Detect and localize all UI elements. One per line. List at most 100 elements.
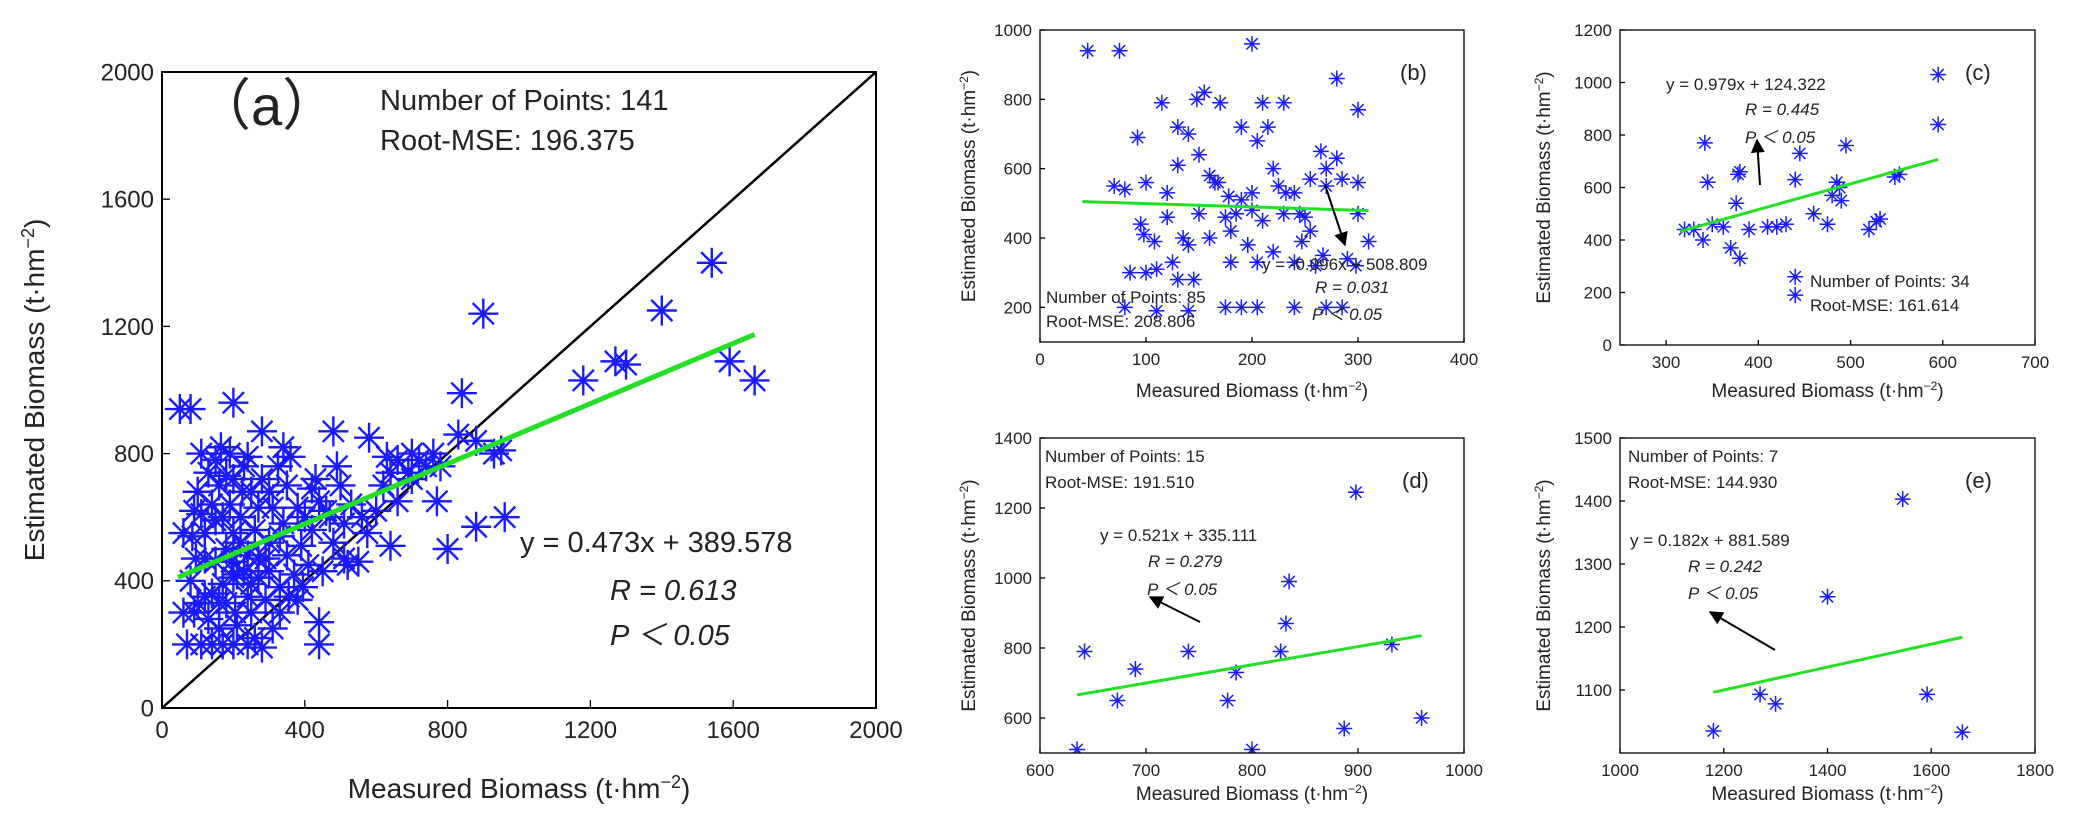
star-stroke <box>1267 245 1280 259</box>
y-tick-label: 200 <box>1584 283 1612 302</box>
data-point <box>1233 119 1250 136</box>
star-stroke <box>386 489 410 513</box>
star-stroke <box>1129 662 1142 676</box>
data-point <box>246 416 277 447</box>
star-stroke <box>1161 211 1174 224</box>
star-stroke <box>307 610 331 634</box>
data-point <box>714 346 745 377</box>
star-stroke <box>1341 252 1354 265</box>
data-point <box>1787 171 1804 188</box>
data-point <box>186 438 217 469</box>
star-stroke <box>1241 238 1254 252</box>
y-tick-label: 1500 <box>1574 429 1612 448</box>
star-stroke <box>1931 68 1945 81</box>
data-point <box>204 588 235 619</box>
data-point <box>1413 710 1430 726</box>
r-value: R = 0.445 <box>1745 100 1820 119</box>
data-point <box>739 365 770 396</box>
star-stroke <box>184 547 208 570</box>
star-stroke <box>1956 726 1969 739</box>
stats-line: Number of Points: 141 <box>380 85 669 117</box>
star-stroke <box>1753 688 1767 701</box>
y-tick-label: 800 <box>1004 90 1032 109</box>
data-point <box>218 518 249 549</box>
star-stroke <box>1330 72 1343 85</box>
data-point <box>1138 174 1154 191</box>
x-tick-label: 400 <box>1744 353 1772 372</box>
data-point <box>1334 299 1351 316</box>
data-point <box>1741 221 1758 238</box>
x-tick-label: 1000 <box>1445 761 1483 780</box>
y-tick-label: 1000 <box>994 569 1032 588</box>
data-point <box>1270 178 1287 194</box>
star-stroke <box>1320 301 1333 314</box>
star-stroke <box>1730 197 1743 210</box>
y-tick-label: 1200 <box>1574 21 1612 40</box>
star-stroke <box>1166 256 1179 269</box>
panel-e: 1000 1200 1400 1600 1800 1100 1200 1300 1400 1500… <box>1574 429 2054 780</box>
star-stroke <box>1789 288 1802 302</box>
data-point <box>1191 146 1207 163</box>
star-stroke <box>1203 231 1216 245</box>
star-stroke <box>239 572 263 596</box>
panel-b: 0 100 200 300 400 200 400 600 800 1000 (b) Number o… <box>994 21 1478 369</box>
data-point <box>1705 722 1722 739</box>
stats-line: Root-MSE: 196.375 <box>380 125 635 157</box>
data-point <box>257 492 288 523</box>
data-point <box>1722 239 1739 256</box>
data-point <box>1180 126 1197 142</box>
star-stroke <box>1277 96 1290 109</box>
star-stroke <box>304 467 327 491</box>
data-point <box>1787 287 1804 304</box>
star-stroke <box>1251 256 1264 269</box>
star-stroke <box>186 480 210 504</box>
y-tick-label: 400 <box>1004 229 1032 248</box>
y-axis-label: Estimated Biomass (t·hm−2) <box>18 219 50 562</box>
y-axis-label: Estimated Biomass (t·hm−2) <box>1532 71 1555 303</box>
data-point <box>1833 192 1850 209</box>
star-stroke <box>614 353 638 377</box>
data-point <box>1281 573 1298 590</box>
star-stroke <box>1118 183 1131 196</box>
data-point <box>1222 223 1239 240</box>
data-point <box>1201 230 1218 246</box>
data-point <box>1244 35 1260 52</box>
data-point <box>1297 209 1313 226</box>
star-stroke <box>1724 241 1737 255</box>
star-stroke <box>1351 103 1365 116</box>
y-tick-label: 800 <box>1004 639 1032 658</box>
y-tick-label: 1600 <box>101 187 154 214</box>
y-tick-label: 600 <box>1584 178 1612 197</box>
star-stroke <box>1267 162 1280 175</box>
x-axis-label: Measured Biomass (t·hm−2) <box>1711 782 1943 805</box>
star-stroke <box>421 442 445 466</box>
star-stroke <box>221 391 245 415</box>
p-value: P ＜ 0.05 <box>1688 584 1759 603</box>
star-stroke <box>1171 273 1184 286</box>
data-point <box>1302 171 1319 188</box>
data-point <box>1254 212 1271 229</box>
plot-area <box>1079 35 1377 319</box>
star-stroke <box>1192 148 1206 161</box>
data-point <box>1752 686 1769 703</box>
star-stroke <box>1078 645 1091 658</box>
star-stroke <box>1256 96 1269 109</box>
star-stroke <box>1171 120 1184 134</box>
star-stroke <box>1245 186 1259 200</box>
star-stroke <box>1873 212 1887 226</box>
star-stroke <box>1198 86 1211 99</box>
data-point <box>300 464 331 495</box>
star-stroke <box>1224 256 1237 269</box>
x-tick-label: 700 <box>1132 761 1160 780</box>
data-point <box>318 416 349 447</box>
data-point <box>1116 299 1133 316</box>
star-stroke <box>311 559 335 583</box>
star-stroke <box>375 445 399 469</box>
data-point <box>1069 741 1086 753</box>
star-stroke <box>1219 301 1232 314</box>
stats-line: Root-MSE: 144.930 <box>1628 473 1777 492</box>
data-point <box>1254 94 1271 111</box>
data-point <box>421 486 452 517</box>
data-point <box>229 451 260 482</box>
data-point <box>1318 299 1335 316</box>
